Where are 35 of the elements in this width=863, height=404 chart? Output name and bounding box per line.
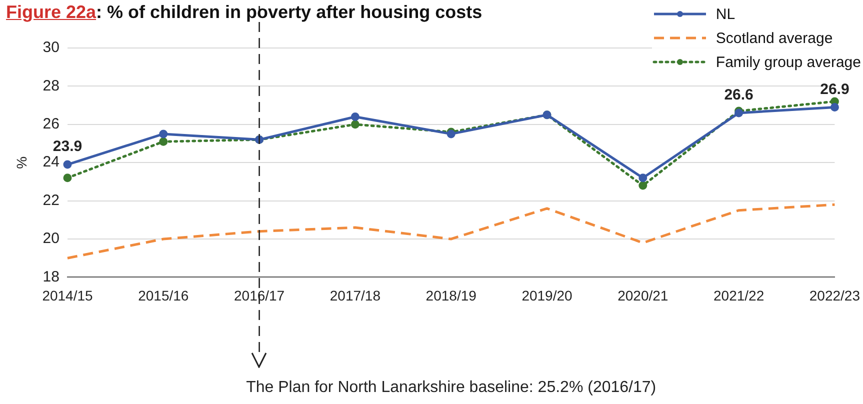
point [159,137,168,146]
y-tick-label: 26 [42,116,60,133]
x-tick-label: 2020/21 [618,287,668,304]
x-tick-label: 2018/19 [426,287,477,304]
ref-line-label: The Plan for North Lanarkshire baseline: 25.2% (2016/17) [246,379,656,396]
x-tick-label: 2017/18 [330,287,381,304]
y-axis-title: % [13,156,30,169]
y-tick-label: 20 [42,230,60,248]
point [350,112,360,122]
point [638,181,648,190]
x-tick-label: 2015/16 [138,287,189,304]
point [830,102,839,112]
point [159,130,168,138]
x-tick-label: 2016/17 [234,287,285,304]
point [63,174,72,182]
legend-label: Scotland average [716,30,833,46]
y-tick-label: 18 [42,268,60,286]
y-tick-label: 24 [42,154,60,171]
legend-label: NL [716,6,736,22]
data-label: 26.6 [724,86,754,104]
y-tick-label: 30 [42,39,60,56]
x-tick-label: 2022/23 [809,287,860,304]
chart-title: Figure 22a: % of children in poverty after housing costs [6,2,482,22]
x-tick-label: 2014/15 [42,287,93,304]
legend-label: Family group average [716,54,861,70]
x-tick-label: 2019/20 [522,287,573,304]
data-label: 23.9 [52,138,82,156]
x-tick-label: 2021/22 [713,287,764,304]
point [350,120,360,129]
data-label: 26.9 [820,80,850,98]
y-tick-label: 22 [42,192,60,209]
line-series [66,203,836,260]
y-tick-label: 28 [42,77,60,94]
point [63,160,72,169]
point [638,174,648,182]
